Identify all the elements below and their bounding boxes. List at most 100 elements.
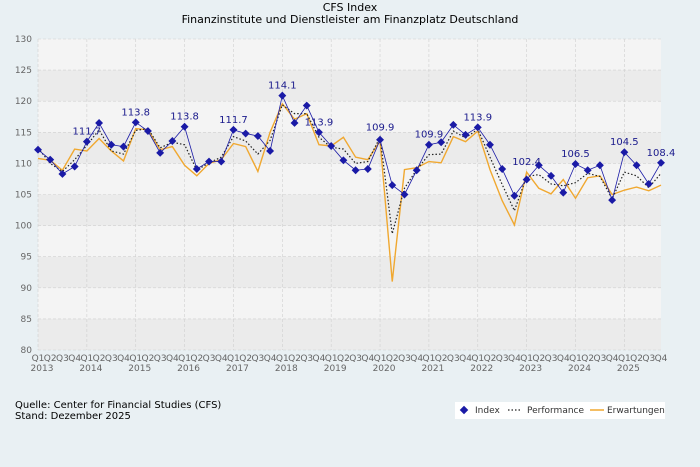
x-tick-quarter: Q4: [166, 354, 179, 364]
data-label: 104.5: [610, 137, 639, 148]
index-point: [266, 146, 275, 155]
legend-label-index: Index: [475, 406, 500, 416]
x-tick-quarter: Q3: [594, 354, 607, 364]
data-label: 111.7: [73, 127, 102, 138]
index-point: [107, 140, 116, 149]
legend-box: [455, 402, 665, 419]
x-tick-year: 2019: [324, 364, 347, 374]
data-label: 109.9: [415, 130, 444, 141]
legend-marker-index: [459, 405, 469, 415]
index-point: [412, 166, 421, 175]
data-label: 113.8: [121, 107, 150, 118]
x-tick-quarter: Q2: [288, 354, 301, 364]
x-tick-quarter: Q1: [227, 354, 240, 364]
data-label: 111.7: [219, 115, 248, 126]
index-point: [486, 140, 494, 149]
x-tick-quarter: Q1: [129, 354, 142, 364]
index-point: [498, 165, 507, 173]
x-tick-quarter: Q4: [215, 354, 228, 364]
x-tick-quarter: Q1: [276, 354, 289, 364]
y-tick-label: 80: [21, 346, 33, 356]
x-tick-quarter: Q3: [203, 354, 216, 364]
data-label: 114.1: [268, 81, 297, 92]
x-tick-quarter: Q2: [484, 354, 497, 364]
x-tick-quarter: Q1: [618, 354, 631, 364]
index-point: [253, 132, 262, 140]
index-point: [388, 181, 397, 190]
grid-band: [38, 318, 661, 350]
index-point: [205, 157, 213, 166]
index-point: [58, 170, 67, 178]
x-tick-quarter: Q2: [239, 354, 252, 364]
index-point: [363, 165, 372, 173]
y-tick-label: 110: [15, 159, 32, 169]
index-point: [327, 142, 336, 150]
index-point: [278, 91, 287, 100]
grid-band: [38, 194, 661, 226]
index-point: [547, 171, 556, 180]
index-point: [34, 145, 42, 154]
chart-title: CFS Index: [323, 1, 378, 14]
legend-label-performance: Performance: [527, 406, 584, 416]
data-label: 102.4: [512, 157, 541, 168]
x-tick-quarter: Q4: [68, 354, 81, 364]
index-point: [302, 101, 311, 110]
x-tick-quarter: Q4: [264, 354, 277, 364]
x-tick-quarter: Q4: [313, 354, 326, 364]
x-tick-quarter: Q1: [325, 354, 338, 364]
series-performance-line: [37, 103, 662, 234]
x-tick-quarter: Q2: [435, 354, 448, 364]
index-point: [608, 196, 617, 205]
x-tick-year: 2015: [128, 364, 151, 374]
index-point: [70, 162, 79, 171]
index-point: [534, 161, 543, 170]
index-point: [217, 157, 226, 166]
x-tick-quarter: Q2: [532, 354, 545, 364]
x-tick-year: 2013: [31, 364, 54, 374]
y-axis: 80 85 90 95 100 105 110 115 120 125 130: [15, 35, 32, 356]
data-label: 113.9: [305, 117, 334, 128]
index-point: [192, 165, 201, 173]
x-tick-quarter: Q4: [410, 354, 423, 364]
index-point: [437, 138, 446, 147]
y-tick-label: 100: [15, 222, 32, 232]
index-point: [180, 122, 189, 131]
x-tick-quarter: Q4: [459, 354, 472, 364]
series-erwartungen-line: [37, 102, 662, 282]
data-label: 108.4: [647, 148, 676, 159]
y-tick-label: 125: [15, 66, 32, 76]
x-tick-quarter: Q3: [105, 354, 118, 364]
x-tick-quarter: Q3: [545, 354, 558, 364]
x-tick-quarter: Q3: [496, 354, 509, 364]
grid: [37, 38, 661, 351]
x-tick-quarter: Q1: [374, 354, 387, 364]
x-tick-year: 2023: [519, 364, 542, 374]
y-tick-label: 90: [21, 284, 33, 294]
x-tick-quarter: Q1: [422, 354, 435, 364]
x-tick-year: 2021: [421, 364, 444, 374]
index-point: [241, 129, 250, 138]
index-point: [46, 155, 55, 164]
index-point: [156, 148, 165, 157]
x-tick-quarter: Q2: [386, 354, 399, 364]
x-tick-quarter: Q4: [508, 354, 521, 364]
x-tick-quarter: Q3: [642, 354, 655, 364]
x-tick-year: 2022: [470, 364, 493, 374]
x-tick-quarter: Q1: [569, 354, 582, 364]
index-point: [424, 140, 433, 149]
index-point: [400, 190, 409, 199]
index-point: [510, 191, 519, 200]
y-tick-label: 115: [15, 128, 32, 138]
date-text: Stand: Dezember 2025: [15, 411, 131, 422]
x-tick-quarter: Q3: [56, 354, 69, 364]
index-point: [143, 127, 152, 136]
y-tick-label: 105: [15, 191, 32, 201]
y-tick-label: 85: [21, 315, 32, 325]
x-tick-quarter: Q1: [178, 354, 191, 364]
x-tick-year: 2016: [177, 364, 200, 374]
index-point: [644, 179, 653, 188]
index-point: [95, 119, 104, 127]
x-tick-quarter: Q3: [398, 354, 411, 364]
x-tick-quarter: Q3: [349, 354, 362, 364]
x-tick-quarter: Q1: [32, 354, 45, 364]
